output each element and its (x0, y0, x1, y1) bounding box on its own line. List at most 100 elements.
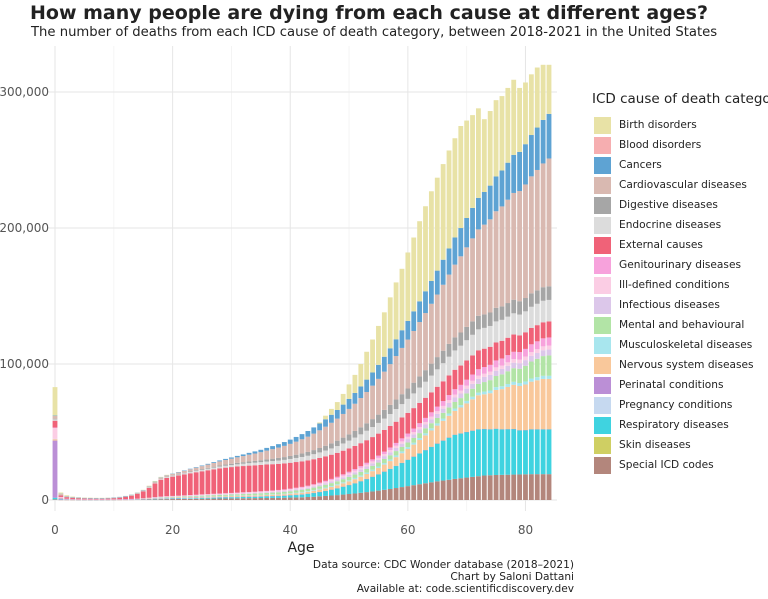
bar-segment-15-age-58 (393, 339, 399, 357)
bar-segment-remainder-age-59 (399, 268, 405, 331)
bar-stack-age-83 (540, 64, 546, 500)
bar-segment-0-age-46 (323, 495, 328, 500)
bar-segment-13-age-33 (246, 461, 252, 464)
bar-segment-11-age-11 (117, 497, 123, 500)
legend-swatch (594, 356, 611, 374)
bar-segment-11-age-39 (281, 463, 287, 490)
bar-segment-10-age-49 (340, 474, 346, 476)
bar-segment-15-age-28 (217, 460, 223, 462)
bar-segment-7-age-56 (381, 458, 387, 464)
bar-segment-11-age-54 (370, 437, 375, 460)
bar-segment-15-age-44 (311, 427, 317, 434)
bar-segment-12-age-50 (346, 440, 352, 449)
bar-segment-5-age-82 (534, 380, 540, 430)
bar-segment-6-age-56 (381, 463, 387, 465)
bar-segment-5-age-19 (164, 497, 170, 499)
bar-segment-9-age-77 (505, 362, 511, 366)
bar-stack-age-24 (193, 467, 199, 500)
bar-segment-9-age-80 (523, 356, 528, 361)
bar-segment-13-age-70 (464, 326, 470, 341)
bar-stack-age-8 (99, 497, 105, 501)
bar-segment-5-age-28 (217, 496, 223, 498)
legend-swatch (594, 376, 611, 394)
bar-stack-age-7 (93, 497, 99, 501)
bar-segment-2-age-82 (534, 429, 540, 475)
bar-segment-8-age-65 (434, 413, 440, 418)
bar-segment-7-age-25 (199, 495, 205, 497)
bar-segment-0-age-40 (287, 497, 293, 500)
legend-label: Blood disorders (619, 139, 702, 151)
bar-segment-11-age-66 (440, 381, 446, 402)
bar-segment-0-age-70 (464, 477, 470, 500)
bar-segment-6-age-57 (387, 459, 393, 462)
bar-segment-2-age-73 (481, 429, 487, 476)
bar-segment-7-age-45 (317, 486, 323, 489)
x-tick-label-0: 0 (51, 523, 59, 537)
bar-segment-10-age-61 (411, 428, 417, 433)
bar-segment-2-age-72 (476, 429, 481, 477)
bar-segment-11-age-24 (193, 472, 199, 495)
bar-stack-age-1 (58, 492, 64, 501)
bar-segment-5-age-63 (423, 435, 428, 451)
bar-segment-7-age-58 (393, 451, 399, 456)
bar-segment-0-age-35 (258, 498, 264, 500)
legend-label: Perinatal conditions (619, 379, 724, 391)
bar-segment-0-age-20 (170, 499, 176, 500)
bar-segment-6-age-39 (281, 493, 287, 495)
bar-segment-13-age-22 (181, 472, 187, 474)
bar-stack-age-74 (487, 111, 493, 500)
bar-segment-12-age-84 (546, 299, 552, 322)
bar-segment-6-age-76 (499, 386, 505, 390)
bar-segment-14-age-61 (411, 330, 417, 383)
bar-segment-0-age-77 (505, 474, 511, 500)
bar-segment-13-age-25 (199, 469, 205, 470)
bar-segment-5-age-60 (405, 448, 411, 460)
bar-segment-12-age-71 (470, 334, 475, 356)
bar-segment-6-age-58 (393, 455, 399, 458)
bar-segment-12-age-83 (540, 300, 546, 323)
bar-segment-remainder-age-69 (458, 126, 464, 229)
bar-segment-remainder-age-61 (411, 237, 417, 312)
bar-segment-7-age-69 (458, 398, 464, 406)
bar-segment-10-age-75 (493, 360, 499, 368)
bar-segment-13-age-29 (223, 464, 228, 466)
bar-segment-0-age-19 (164, 499, 170, 500)
bar-segment-6-age-59 (399, 451, 405, 454)
legend-label: Infectious diseases (619, 299, 720, 311)
bar-segment-8-age-63 (423, 424, 428, 429)
bar-segment-6-age-67 (446, 413, 452, 416)
bar-segment-2-age-52 (358, 481, 364, 493)
bar-segment-7-age-50 (346, 476, 352, 481)
bar-segment-10-age-64 (428, 412, 434, 417)
bar-segment-14-age-58 (393, 356, 399, 400)
bar-segment-14-age-2 (64, 496, 70, 497)
bar-segment-9-age-46 (323, 481, 328, 484)
bar-segment-9-age-28 (217, 493, 223, 495)
legend-item: Nervous system diseases (592, 355, 768, 375)
bar-segment-12-age-33 (246, 463, 252, 466)
bar-segment-10-age-83 (540, 338, 546, 347)
bar-stack-age-11 (117, 496, 123, 501)
bar-segment-15-age-46 (323, 419, 328, 427)
bar-segment-11-age-8 (99, 498, 105, 500)
bar-segment-8-age-62 (417, 429, 423, 434)
bar-segment-2-age-75 (493, 428, 499, 475)
bar-stack-age-80 (523, 82, 528, 500)
bar-segment-2-age-57 (387, 468, 393, 489)
bar-segment-12-age-39 (281, 459, 287, 464)
bar-segment-12-age-57 (387, 414, 393, 426)
bar-segment-15-age-25 (199, 465, 205, 467)
bar-segment-2-age-53 (364, 479, 370, 493)
bar-segment-14-age-57 (387, 364, 393, 405)
bar-segment-15-age-68 (452, 237, 458, 265)
bar-segment-13-age-45 (317, 447, 323, 453)
bar-segment-12-age-63 (423, 381, 428, 398)
bar-segment-10-age-76 (499, 358, 505, 366)
bar-segment-7-age-29 (223, 494, 228, 496)
x-tick-label-40: 40 (283, 523, 298, 537)
bar-segment-14-age-26 (205, 464, 211, 468)
bar-segment-15-age-76 (499, 170, 505, 207)
bar-segment-10-age-57 (387, 447, 393, 451)
bar-segment-15-age-69 (458, 228, 464, 257)
bar-segment-14-age-49 (340, 413, 346, 438)
